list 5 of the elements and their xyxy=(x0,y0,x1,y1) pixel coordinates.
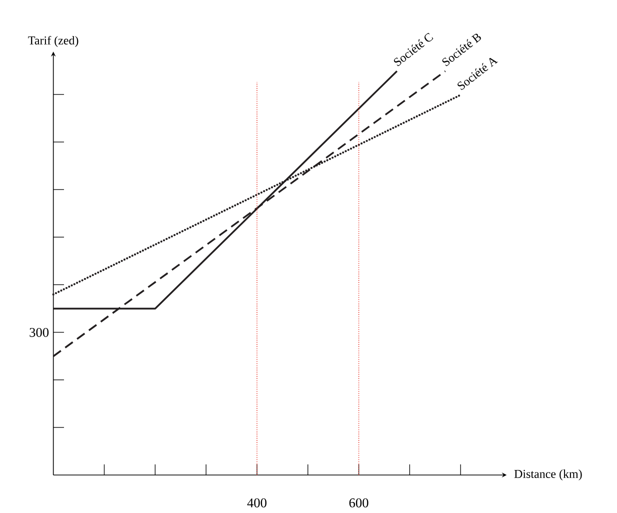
x-tick-label: 600 xyxy=(349,498,368,508)
x-tick-label: 400 xyxy=(247,498,266,508)
x-axis-title: Distance (km) xyxy=(514,470,582,480)
y-axis-title: Tarif (zed) xyxy=(28,36,78,47)
text: 300 xyxy=(30,328,49,337)
